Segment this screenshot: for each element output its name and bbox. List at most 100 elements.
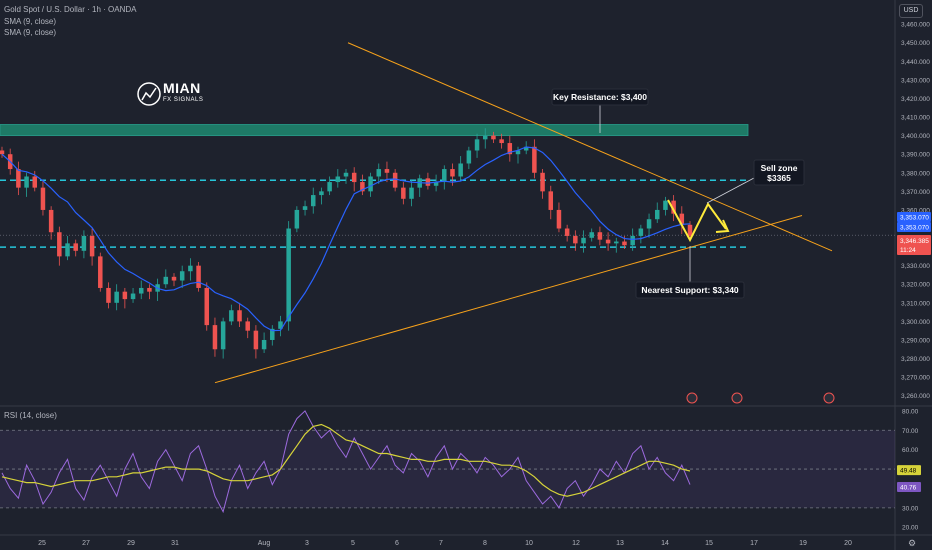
- candle-body[interactable]: [384, 169, 390, 173]
- candle-body[interactable]: [261, 339, 267, 350]
- candle-body[interactable]: [81, 235, 87, 251]
- candle-body[interactable]: [622, 241, 627, 246]
- candle-body[interactable]: [515, 150, 521, 155]
- candle-body[interactable]: [302, 206, 308, 210]
- candle-body[interactable]: [491, 135, 496, 140]
- candle-body[interactable]: [351, 172, 357, 183]
- candle-body[interactable]: [327, 182, 332, 192]
- resistance-zone[interactable]: [0, 124, 749, 137]
- candle-body[interactable]: [540, 172, 545, 192]
- candle-body[interactable]: [114, 291, 119, 303]
- candle-body[interactable]: [147, 287, 152, 292]
- candle-body[interactable]: [605, 239, 611, 244]
- settings-gear-icon[interactable]: ⚙: [908, 538, 917, 548]
- candle-body[interactable]: [564, 228, 570, 236]
- candle-body[interactable]: [16, 169, 21, 188]
- symbol-header[interactable]: Gold Spot / U.S. Dollar · 1h · OANDA: [4, 5, 137, 14]
- candle-body[interactable]: [278, 321, 283, 329]
- candle-body[interactable]: [368, 176, 373, 192]
- candle-body[interactable]: [270, 328, 275, 340]
- candle-body[interactable]: [220, 321, 226, 350]
- sell-zone-callout-box[interactable]: [753, 159, 805, 186]
- candle-body[interactable]: [0, 150, 5, 155]
- candle-body[interactable]: [687, 224, 693, 236]
- candle-body[interactable]: [474, 139, 480, 151]
- currency-button[interactable]: USD: [899, 4, 923, 18]
- candle-body[interactable]: [556, 209, 562, 229]
- candle-body[interactable]: [425, 178, 431, 186]
- candle-body[interactable]: [458, 163, 463, 177]
- candle-body[interactable]: [286, 228, 291, 322]
- event-icon[interactable]: [686, 392, 698, 404]
- candle-body[interactable]: [392, 172, 398, 188]
- candle-body[interactable]: [253, 330, 259, 350]
- descending-trendline[interactable]: [347, 42, 833, 252]
- candle-body[interactable]: [433, 182, 439, 186]
- ascending-trendline[interactable]: [214, 215, 803, 384]
- candle-body[interactable]: [179, 271, 185, 281]
- candle-body[interactable]: [343, 172, 349, 177]
- candle-body[interactable]: [89, 235, 95, 257]
- candle-body[interactable]: [507, 143, 513, 155]
- candle-body[interactable]: [442, 169, 447, 183]
- candle-body[interactable]: [581, 237, 586, 244]
- candle-body[interactable]: [57, 232, 62, 257]
- candle-body[interactable]: [614, 241, 619, 244]
- candle-body[interactable]: [24, 176, 29, 188]
- candle-body[interactable]: [40, 187, 46, 210]
- candle-body[interactable]: [196, 265, 201, 288]
- candle-body[interactable]: [171, 276, 177, 281]
- rsi-legend[interactable]: RSI (14, close): [4, 411, 57, 420]
- candle-body[interactable]: [589, 232, 594, 238]
- candle-body[interactable]: [48, 209, 54, 233]
- candle-body[interactable]: [679, 213, 685, 225]
- candle-body[interactable]: [646, 219, 652, 229]
- candle-body[interactable]: [523, 146, 529, 151]
- candle-body[interactable]: [335, 176, 341, 183]
- candle-body[interactable]: [482, 135, 488, 140]
- candle-body[interactable]: [106, 287, 111, 303]
- candle-body[interactable]: [319, 191, 324, 196]
- candle-body[interactable]: [294, 209, 300, 229]
- candle-body[interactable]: [654, 209, 660, 220]
- candle-body[interactable]: [663, 200, 668, 210]
- sma-legend-1[interactable]: SMA (9, close): [4, 17, 56, 26]
- candle-body[interactable]: [671, 200, 676, 214]
- key-resistance-callout-box[interactable]: [551, 88, 649, 106]
- candle-body[interactable]: [229, 310, 234, 322]
- candle-body[interactable]: [466, 150, 472, 164]
- candle-body[interactable]: [310, 195, 316, 207]
- candle-body[interactable]: [237, 310, 242, 322]
- candle-body[interactable]: [245, 321, 250, 331]
- candle-body[interactable]: [532, 146, 537, 173]
- candle-body[interactable]: [65, 243, 70, 257]
- candle-body[interactable]: [163, 276, 169, 285]
- candle-body[interactable]: [212, 325, 218, 350]
- candle-body[interactable]: [499, 139, 504, 144]
- candle-body[interactable]: [130, 293, 136, 300]
- candle-body[interactable]: [122, 291, 128, 300]
- candle-body[interactable]: [138, 287, 144, 294]
- candle-body[interactable]: [73, 243, 78, 251]
- projection-path[interactable]: [667, 199, 727, 243]
- candle-body[interactable]: [597, 232, 603, 240]
- candle-body[interactable]: [638, 228, 644, 236]
- candle-body[interactable]: [204, 287, 210, 326]
- candle-body[interactable]: [401, 187, 406, 199]
- event-icon[interactable]: [823, 392, 835, 404]
- candle-body[interactable]: [630, 235, 635, 246]
- candle-body[interactable]: [376, 169, 382, 177]
- candle-body[interactable]: [360, 182, 365, 192]
- nearest-support-callout-box[interactable]: [635, 281, 745, 299]
- candle-body[interactable]: [548, 191, 554, 210]
- candle-body[interactable]: [573, 235, 578, 244]
- sma-legend-2[interactable]: SMA (9, close): [4, 28, 56, 37]
- candle-body[interactable]: [98, 256, 103, 288]
- candle-body[interactable]: [450, 169, 455, 177]
- candle-body[interactable]: [32, 176, 38, 188]
- candle-body[interactable]: [409, 187, 414, 199]
- event-icon[interactable]: [731, 392, 743, 404]
- candle-body[interactable]: [188, 265, 193, 272]
